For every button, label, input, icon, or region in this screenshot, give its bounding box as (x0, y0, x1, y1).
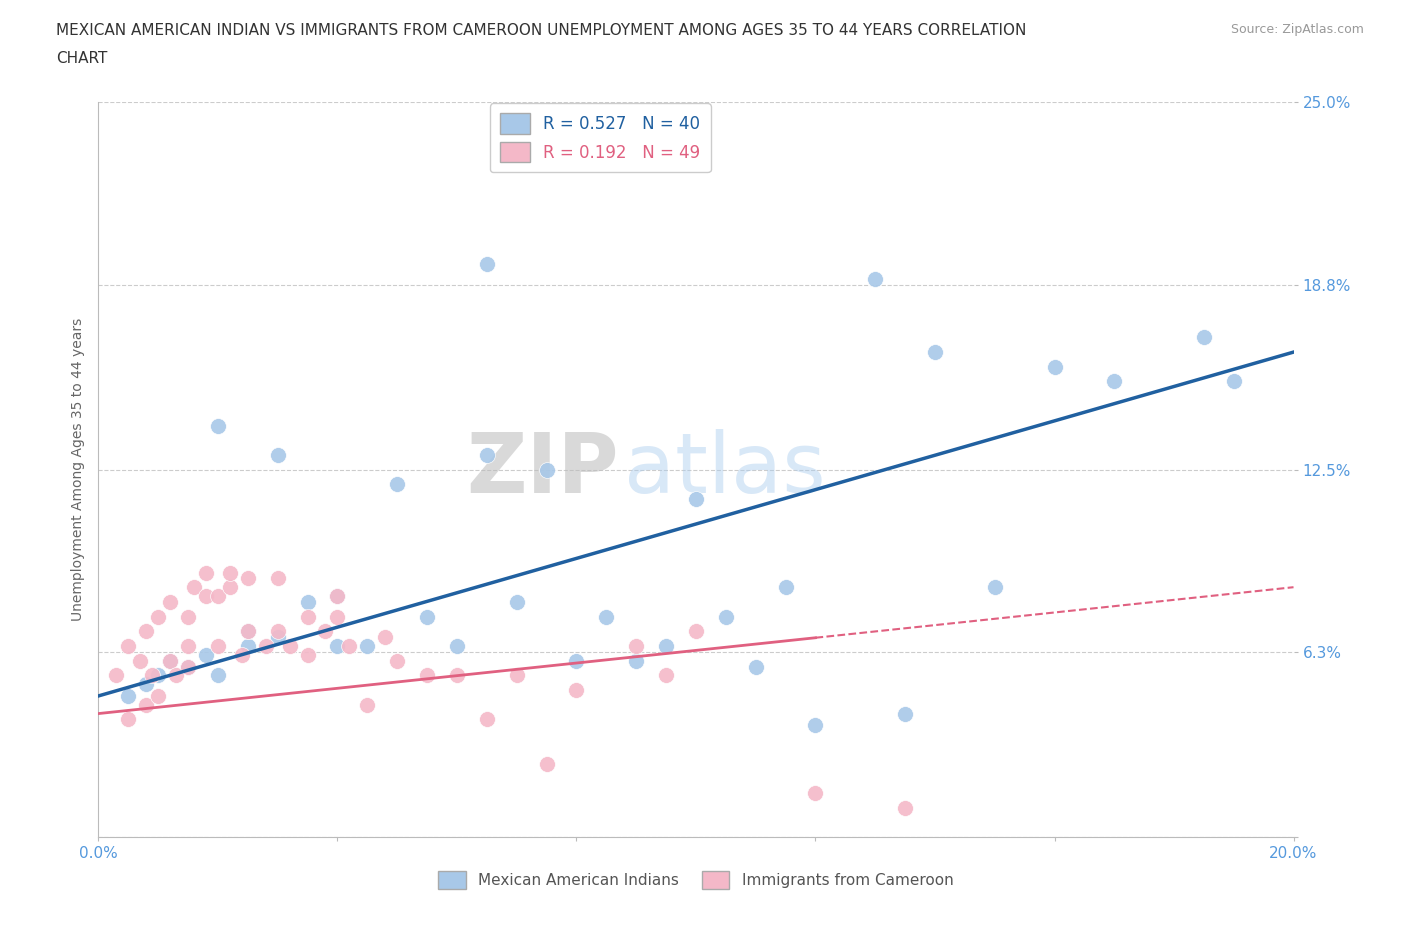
Point (195, 647, 218, 662)
Point (236, 571, 259, 586)
Point (117, 688, 139, 703)
Point (865, 272, 887, 286)
Point (267, 624, 290, 639)
Point (385, 477, 409, 492)
Point (446, 639, 468, 654)
Y-axis label: Unemployment Among Ages 35 to 44 years: Unemployment Among Ages 35 to 44 years (70, 318, 84, 621)
Point (135, 677, 157, 692)
Point (177, 659, 200, 674)
Point (356, 698, 378, 712)
Point (177, 609, 200, 624)
Point (1104, 374, 1126, 389)
Point (278, 639, 301, 654)
Point (236, 624, 259, 639)
Point (117, 639, 139, 654)
Point (183, 579, 205, 594)
Point (374, 630, 396, 644)
Point (159, 653, 181, 668)
Point (236, 624, 259, 639)
Point (894, 800, 917, 815)
Point (685, 492, 707, 507)
Point (655, 639, 678, 654)
Legend: Mexican American Indians, Immigrants from Cameroon: Mexican American Indians, Immigrants fro… (433, 865, 959, 896)
Point (385, 653, 409, 668)
Point (117, 712, 139, 727)
Point (1192, 330, 1215, 345)
Text: CHART: CHART (56, 51, 108, 66)
Point (536, 756, 558, 771)
Point (267, 630, 290, 644)
Text: MEXICAN AMERICAN INDIAN VS IMMIGRANTS FROM CAMEROON UNEMPLOYMENT AMONG AGES 35 T: MEXICAN AMERICAN INDIAN VS IMMIGRANTS FR… (56, 23, 1026, 38)
Point (655, 668, 678, 683)
Point (219, 565, 242, 580)
Point (141, 668, 163, 683)
Point (195, 565, 218, 580)
Point (129, 653, 152, 668)
Point (159, 653, 181, 668)
Point (326, 589, 349, 604)
Point (685, 624, 707, 639)
Point (924, 345, 946, 360)
Point (254, 639, 277, 654)
Point (297, 647, 319, 662)
Point (231, 647, 253, 662)
Point (446, 668, 468, 683)
Point (148, 668, 170, 683)
Text: Source: ZipAtlas.com: Source: ZipAtlas.com (1230, 23, 1364, 36)
Point (356, 639, 378, 654)
Point (1043, 359, 1066, 374)
Point (326, 589, 349, 604)
Point (177, 639, 200, 654)
Point (475, 712, 498, 727)
Point (339, 639, 361, 654)
Point (135, 624, 157, 639)
Point (565, 683, 588, 698)
Point (1223, 374, 1246, 389)
Point (165, 668, 187, 683)
Point (148, 609, 170, 624)
Point (565, 653, 588, 668)
Point (315, 624, 337, 639)
Point (267, 571, 290, 586)
Point (984, 579, 1007, 594)
Point (236, 639, 259, 654)
Point (626, 639, 648, 654)
Point (475, 447, 498, 462)
Point (326, 639, 349, 654)
Point (416, 668, 439, 683)
Point (207, 589, 229, 604)
Point (297, 594, 319, 609)
Point (536, 462, 558, 477)
Point (135, 698, 157, 712)
Point (159, 594, 181, 609)
Point (714, 609, 737, 624)
Point (626, 653, 648, 668)
Point (775, 579, 797, 594)
Point (804, 718, 827, 733)
Point (207, 639, 229, 654)
Point (894, 706, 917, 721)
Text: atlas: atlas (624, 429, 825, 511)
Point (219, 579, 242, 594)
Point (177, 659, 200, 674)
Point (105, 668, 128, 683)
Point (475, 257, 498, 272)
Point (148, 688, 170, 703)
Point (506, 668, 529, 683)
Point (506, 594, 529, 609)
Point (804, 786, 827, 801)
Point (297, 609, 319, 624)
Point (416, 609, 439, 624)
Point (326, 609, 349, 624)
Point (207, 418, 229, 433)
Text: ZIP: ZIP (465, 429, 619, 511)
Point (195, 589, 218, 604)
Point (207, 668, 229, 683)
Point (267, 447, 290, 462)
Point (595, 609, 617, 624)
Point (745, 659, 768, 674)
